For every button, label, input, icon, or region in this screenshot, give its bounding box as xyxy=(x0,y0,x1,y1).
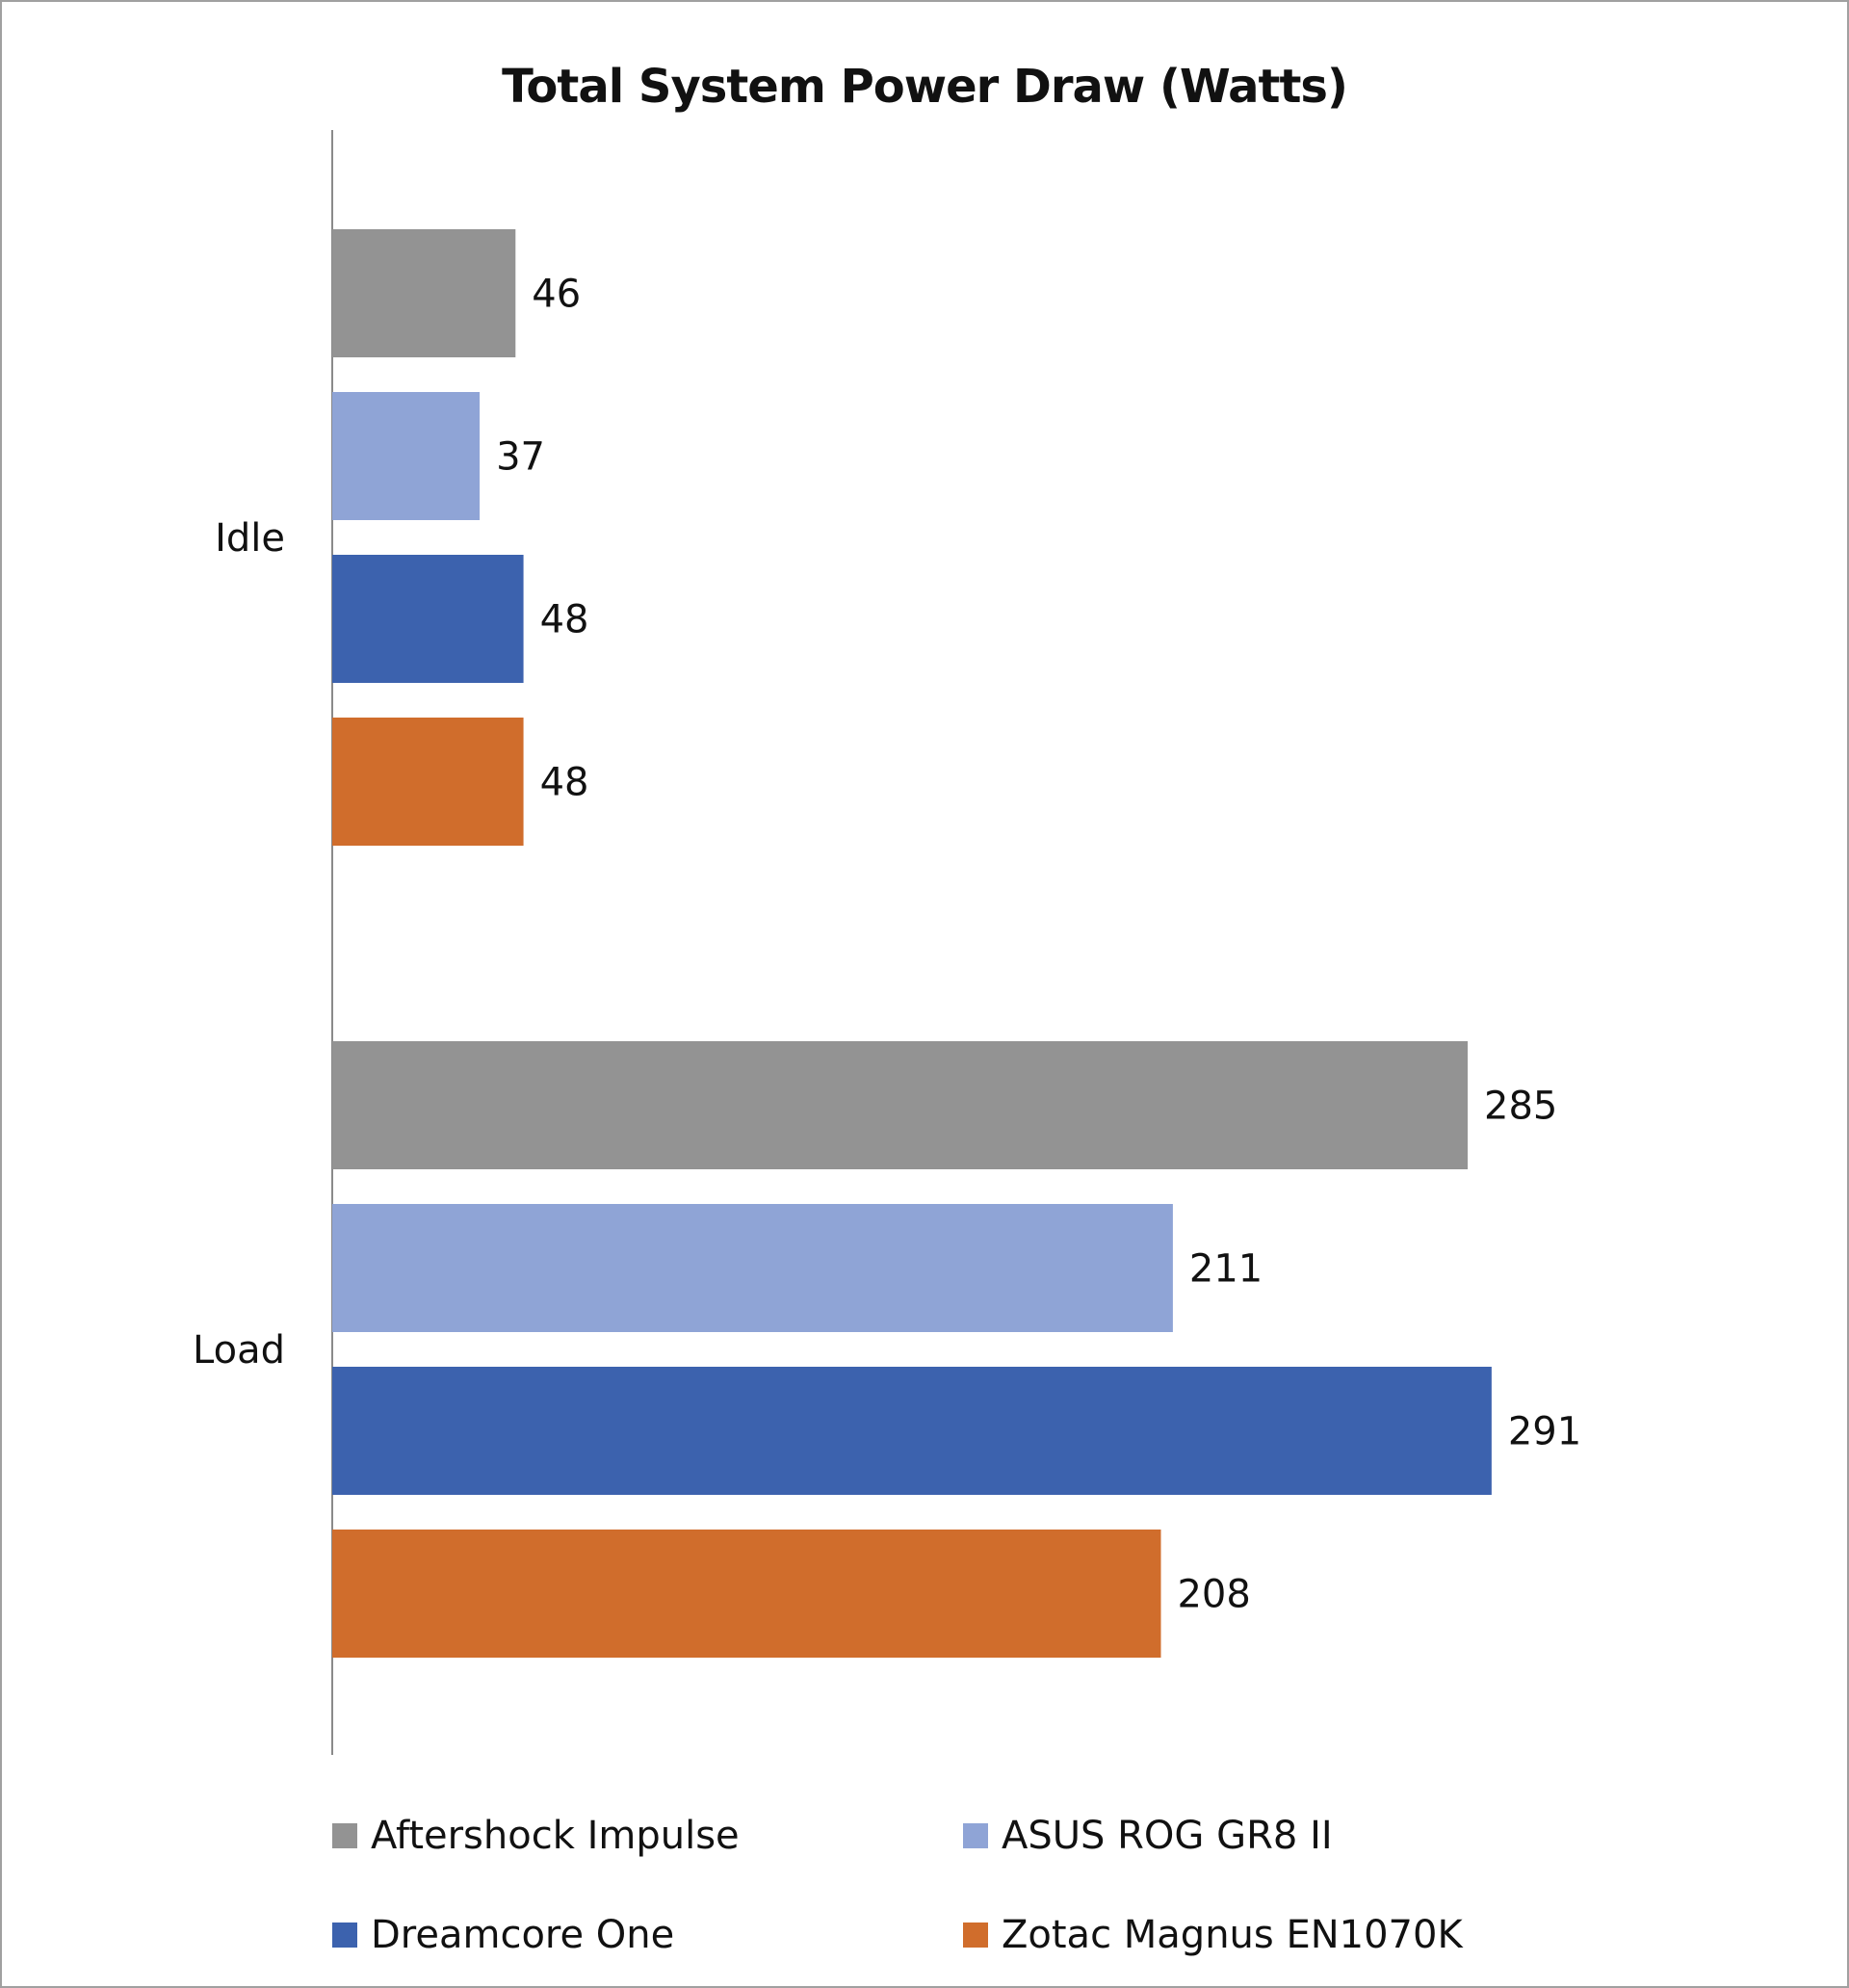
data-label-load-0: 285 xyxy=(1484,1085,1557,1129)
legend-swatch xyxy=(332,1823,357,1848)
bar-idle-1 xyxy=(332,392,481,520)
legend-item: Dreamcore One xyxy=(332,1913,674,1957)
data-label-load-3: 208 xyxy=(1177,1573,1250,1617)
data-label-idle-0: 46 xyxy=(532,273,581,317)
legend-item: ASUS ROG GR8 II xyxy=(963,1814,1333,1858)
legend-label: Zotac Magnus EN1070K xyxy=(1002,1913,1463,1957)
legend-item: Aftershock Impulse xyxy=(332,1814,740,1858)
data-label-load-2: 291 xyxy=(1508,1410,1581,1454)
legend-swatch xyxy=(963,1823,988,1848)
category-label-idle: Idle xyxy=(215,516,285,561)
chart-title: Total System Power Draw (Watts) xyxy=(502,60,1348,114)
bar-load-0 xyxy=(332,1041,1469,1169)
legend-label: Aftershock Impulse xyxy=(371,1814,740,1858)
legend-label: ASUS ROG GR8 II xyxy=(1002,1814,1333,1858)
legend-label: Dreamcore One xyxy=(371,1913,675,1957)
bar-idle-0 xyxy=(332,229,516,357)
bar-load-2 xyxy=(332,1367,1492,1495)
bar-idle-2 xyxy=(332,555,524,683)
data-label-idle-3: 48 xyxy=(540,761,589,805)
legend-item: Zotac Magnus EN1070K xyxy=(963,1913,1463,1957)
bar-idle-3 xyxy=(332,718,524,846)
data-label-idle-1: 37 xyxy=(496,435,545,480)
bar-load-3 xyxy=(332,1530,1161,1658)
category-label-load: Load xyxy=(193,1328,285,1373)
data-label-load-1: 211 xyxy=(1189,1247,1263,1292)
bar-load-1 xyxy=(332,1204,1173,1332)
data-label-idle-2: 48 xyxy=(540,598,589,642)
legend-swatch xyxy=(963,1923,988,1948)
legend-swatch xyxy=(332,1923,357,1948)
